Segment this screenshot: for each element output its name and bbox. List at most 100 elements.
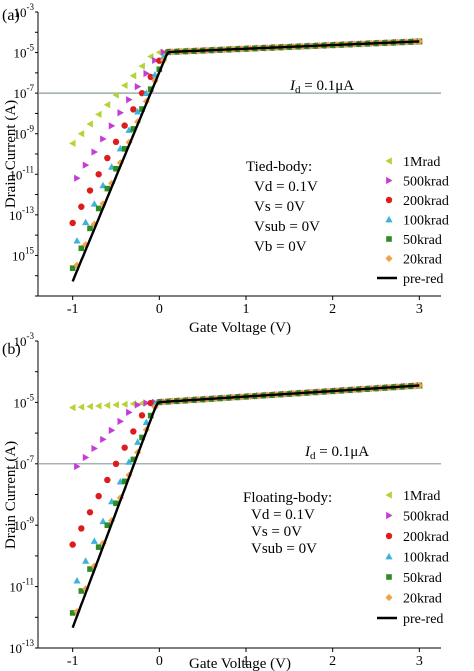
bias-condition: Vb = 0V xyxy=(254,239,307,255)
data-point xyxy=(130,428,137,435)
legend-label: 50krad xyxy=(403,233,442,248)
series-line xyxy=(71,40,420,282)
legend-item: pre-red xyxy=(377,612,443,627)
legend-swatch xyxy=(386,236,392,242)
y-tick-exponent: -11 xyxy=(22,164,34,174)
y-tick-label: 10-13 xyxy=(9,205,34,223)
data-point xyxy=(86,509,94,516)
data-point xyxy=(134,107,142,115)
data-point xyxy=(415,37,423,46)
data-point xyxy=(69,404,76,412)
ref-label-value: = 0.1μA xyxy=(316,444,370,460)
legend-label: 100krad xyxy=(403,551,449,566)
legend-item: 20krad xyxy=(385,592,442,607)
y-tick-base: 10 xyxy=(14,518,27,533)
legend-item: 50krad xyxy=(386,233,442,248)
data-point xyxy=(82,161,90,169)
y-tick-exponent: -3 xyxy=(27,331,35,341)
data-point xyxy=(121,81,128,90)
series-1mrad xyxy=(69,37,423,147)
data-point xyxy=(100,435,107,444)
y-tick-label: 10-13 xyxy=(9,638,34,656)
x-tick-label: 1 xyxy=(243,302,250,317)
y-tick-exponent: -7 xyxy=(27,83,35,93)
y-axis-label: Drain Current (A) xyxy=(3,441,19,549)
data-point xyxy=(95,205,102,212)
x-tick-label: 3 xyxy=(416,302,423,317)
data-point xyxy=(74,174,81,182)
data-point xyxy=(142,89,150,97)
ref-label-value: = 0.1μA xyxy=(301,78,355,94)
legend-swatch xyxy=(385,196,393,204)
legend-label: 200krad xyxy=(403,194,449,209)
data-point xyxy=(90,537,98,544)
data-point xyxy=(104,185,111,192)
data-point xyxy=(95,402,102,410)
data-point xyxy=(69,219,76,227)
data-point xyxy=(138,399,145,407)
data-point xyxy=(112,138,120,146)
data-point xyxy=(143,69,150,78)
reference-line-label: Id = 0.1μA xyxy=(304,444,369,462)
legend-item: 500krad xyxy=(386,175,449,190)
data-point xyxy=(77,130,85,138)
ref-label-subscript: d xyxy=(310,450,316,462)
data-point xyxy=(104,476,111,484)
y-tick-base: 10 xyxy=(9,167,22,182)
data-point xyxy=(147,412,154,419)
y-tick-base: 10 xyxy=(9,641,22,656)
panel-label: (a) xyxy=(2,7,20,24)
series-200krad xyxy=(69,38,423,227)
data-point xyxy=(147,399,154,407)
data-point xyxy=(121,478,128,485)
data-point xyxy=(112,91,119,99)
data-point xyxy=(73,261,81,269)
y-tick-label: 10-11 xyxy=(9,577,34,595)
series-200krad xyxy=(69,382,423,548)
legend-label: pre-red xyxy=(403,272,443,287)
legend-swatch xyxy=(385,254,393,263)
series-line xyxy=(71,384,420,629)
data-point xyxy=(86,402,93,411)
legend-item: 1Mrad xyxy=(385,489,440,504)
data-point xyxy=(147,86,154,92)
y-tick-exponent: 15 xyxy=(25,245,35,255)
data-point xyxy=(87,566,93,572)
data-point xyxy=(134,438,142,445)
data-point xyxy=(99,539,107,547)
y-tick-label: 10-3 xyxy=(14,331,35,349)
y-tick-exponent: -13 xyxy=(22,205,34,215)
y-tick-base: 10 xyxy=(14,46,27,61)
data-point xyxy=(69,139,76,147)
y-tick-exponent: -5 xyxy=(27,43,35,53)
y-tick-base: 10 xyxy=(9,580,22,595)
bias-condition: Vs = 0V xyxy=(254,199,305,215)
series-pre-red xyxy=(71,384,420,629)
legend-swatch xyxy=(385,215,393,223)
y-tick-exponent: -7 xyxy=(27,454,35,464)
legend-label: 100krad xyxy=(403,214,449,229)
data-point xyxy=(112,460,120,467)
data-point xyxy=(126,96,133,104)
data-point xyxy=(415,381,423,390)
x-tick-label: -1 xyxy=(67,654,79,669)
data-point xyxy=(113,165,119,172)
data-point xyxy=(121,146,128,152)
data-point xyxy=(95,544,102,550)
data-point xyxy=(77,403,85,411)
data-point xyxy=(125,458,133,465)
data-point xyxy=(117,109,124,117)
bias-condition: Vsub = 0V xyxy=(254,219,320,235)
y-tick-label: 10-7 xyxy=(14,83,35,101)
data-point xyxy=(143,399,150,407)
data-point xyxy=(74,462,81,471)
data-point xyxy=(73,237,81,244)
legend-label: 20krad xyxy=(403,253,442,268)
data-point xyxy=(138,412,146,419)
y-tick-base: 10 xyxy=(14,5,27,20)
legend-swatch xyxy=(385,552,393,560)
data-point xyxy=(130,106,137,113)
y-tick-label: 10-3 xyxy=(14,2,35,20)
y-tick-label: 10-5 xyxy=(14,43,35,61)
